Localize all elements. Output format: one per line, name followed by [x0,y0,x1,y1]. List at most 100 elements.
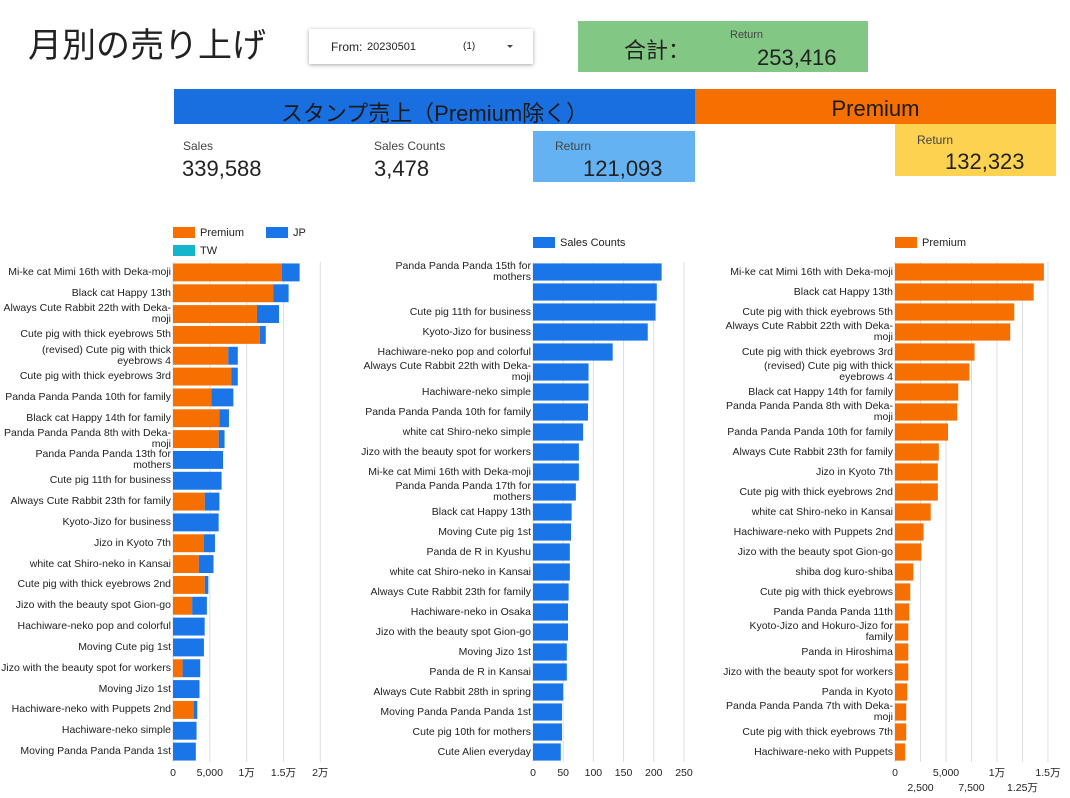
bar [895,483,938,501]
bar [533,363,589,381]
bar [173,617,205,636]
bar [895,423,949,441]
y-tick-label: Jizo with the beauty spot for workers [361,445,531,458]
y-tick-label: Cute pig with thick eyebrows 5th [742,305,893,318]
y-tick-label: Kyoto-Jizo and Hokuro-Jizo for family [749,620,893,643]
y-tick-label: white cat Shiro-neko simple [402,425,531,438]
bar [533,423,584,441]
bar [895,463,938,481]
x-tick-label: 1.5万 [1035,767,1060,779]
bar [895,523,924,541]
bar [173,409,220,428]
bar [173,430,219,449]
bar [895,263,1044,281]
x-tick-label: 1.25万 [1007,782,1038,794]
legend-label: JP [293,227,306,239]
y-tick-label: Cute pig with thick eyebrows 2nd [17,578,172,591]
y-tick-label: Always Cute Rabbit 23th for family [10,495,171,508]
bar [211,388,234,407]
bar [173,284,274,303]
y-tick-label: Panda in Hiroshima [801,645,893,658]
y-tick-label: Panda Panda Panda 10th for family [365,405,531,418]
y-tick-label: Hachiware-neko simple [61,724,171,737]
bar [895,643,909,661]
bar [173,680,200,699]
bar [173,513,219,532]
y-tick-label: Jizo with the beauty spot for workers [1,661,171,674]
bar [895,543,922,561]
y-tick-label: Hachiware-neko pop and colorful [377,345,531,358]
x-tick-label: 100 [585,767,603,779]
total-card: 合計： Return 253,416 [578,21,868,72]
y-tick-label: Mi-ke cat Mimi 16th with Deka-moji [730,265,893,278]
y-tick-label: Hachiware-neko simple [421,385,531,398]
bar [533,623,569,641]
x-tick-label: 150 [615,767,633,779]
y-tick-label: Always Cute Rabbit 28th in spring [373,685,531,698]
bar [895,663,909,681]
bar [173,388,212,407]
bar [173,492,205,511]
legend-label: TW [200,245,218,257]
y-tick-label: Panda Panda Panda 10th for family [727,425,893,438]
x-tick-label: 5,000 [933,767,959,779]
bar [173,742,196,761]
bar [895,443,939,461]
y-tick-label: Always Cute Rabbit 23th for family [732,445,893,458]
y-tick-label: Moving Cute pig 1st [438,525,531,538]
scorecard-value: 3,478 [374,156,430,181]
legend-swatch [895,237,917,248]
y-tick-label: Kyoto-Jizo for business [62,515,171,528]
scorecard-label: Sales Counts [374,139,446,153]
y-tick-label: Cute pig with thick eyebrows 5th [20,328,171,341]
date-filter[interactable]: From: 20230501 (1) [309,29,533,64]
bar [895,583,911,601]
bar [533,743,561,761]
x-tick-label: 5,000 [197,767,223,779]
y-tick-label: Black cat Happy 14th for family [748,385,893,398]
bar [173,367,232,386]
bar [259,325,266,344]
y-tick-label: Black cat Happy 13th [71,286,171,299]
filter-count: (1) [463,41,476,52]
bar [173,450,224,469]
date-value: 20230501 [367,41,416,53]
y-tick-label: white cat Shiro-neko in Kansai [389,565,531,578]
legend-swatch [173,245,195,256]
x-tick-label: 0 [530,767,536,779]
y-tick-label: Cute pig 10th for mothers [412,725,531,738]
y-tick-label: Panda Panda Panda 11th [773,605,894,618]
y-tick-label: Jizo in Kyoto 7th [93,536,171,549]
bar [533,503,572,521]
x-tick-label: 200 [645,767,663,779]
scorecard: Return 121,093 [533,131,695,182]
bar [895,723,907,741]
y-tick-label: Always Cute Rabbit 23th for family [370,585,531,598]
legend-label: Sales Counts [560,237,626,249]
bar [173,575,205,594]
legend-swatch [173,227,195,238]
bar [895,343,975,361]
y-tick-label: white cat Shiro-neko in Kansai [29,557,171,570]
y-tick-label: Moving Panda Panda Panda 1st [20,745,171,758]
bar [173,263,282,282]
y-tick-label: Panda Panda Panda 8th with Deka-moji [4,427,171,451]
legend-swatch [533,237,555,248]
x-tick-label: 1.5万 [271,767,296,779]
y-tick-label: Panda Panda Panda 17th for mothers [395,480,531,503]
bar [533,443,579,461]
bar [895,623,909,641]
y-tick-label: Always Cute Rabbit 22th with Deka-moji [3,302,172,326]
y-tick-label: Hachiware-neko with Puppets 2nd [11,703,171,716]
y-tick-label: Always Cute Rabbit 22th with Deka-moji [725,320,894,343]
bar [895,283,1034,301]
y-tick-label: Cute pig with thick eyebrows 3rd [741,345,893,358]
bar [173,305,257,324]
bar [219,409,229,428]
y-tick-label: Kyoto-Jizo for business [422,325,531,338]
y-tick-label: (revised) Cute pig with thick eyebrows 4 [42,343,171,367]
y-tick-label: Hachiware-neko with Puppets 2nd [733,525,893,538]
bar [895,403,958,421]
bar [895,323,1011,341]
